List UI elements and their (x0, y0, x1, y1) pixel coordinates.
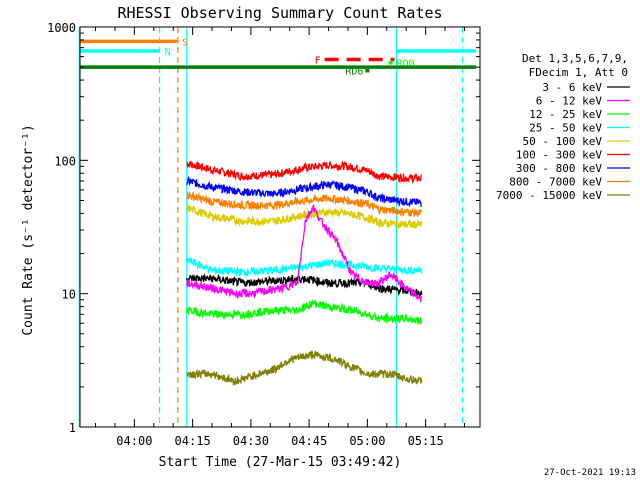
plot-frame (79, 26, 481, 428)
series-line-7 (186, 299, 422, 325)
legend: Det 1,3,5,6,7,9,FDecim 1, Att 0 3 - 6 keV… (496, 52, 630, 202)
data-series (186, 159, 423, 386)
x-axis-label: Start Time (27-Mar-15 03:49:42) (159, 455, 402, 470)
flag-label-6: RD6 (345, 67, 363, 78)
vertical-markers (78, 27, 464, 427)
legend-header-0: Det 1,3,5,6,7,9, (522, 52, 628, 65)
series-line-0 (186, 159, 422, 185)
flag-label-4: RD0 (397, 59, 415, 70)
x-tick-label-5: 05:15 (408, 434, 444, 448)
series-line-8 (186, 350, 423, 386)
x-tick-label-1: 04:15 (175, 434, 211, 448)
legend-entry-label-0: 3 - 6 keV (542, 81, 602, 94)
y-tick-label-2: 100 (54, 154, 76, 168)
x-axis: 04:00 04:15 04:30 04:45 05:00 05:15 (95, 27, 465, 448)
y-tick-label-0: 1 (69, 421, 76, 435)
series-line-1 (186, 175, 422, 208)
x-tick-label-2: 04:30 (233, 434, 269, 448)
flag-label-0: S (182, 37, 188, 48)
series-line-2 (186, 191, 423, 218)
y-tick-label-3: 1000 (47, 21, 76, 35)
legend-entry-label-1: 6 - 12 keV (536, 95, 603, 108)
x-tick-label-3: 04:45 (291, 434, 327, 448)
series-line-6 (186, 204, 423, 302)
timestamp: 27-Oct-2021 19:13 (544, 468, 636, 478)
legend-entry-label-2: 12 - 25 keV (529, 108, 602, 121)
legend-entry-label-6: 300 - 800 keV (516, 162, 602, 175)
series-line-4 (186, 255, 423, 278)
y-axis-label: Count Rate (s⁻¹ detector⁻¹) (21, 124, 36, 335)
chart-title: RHESSI Observing Summary Count Rates (117, 4, 442, 22)
y-tick-label-1: 10 (62, 288, 76, 302)
series-line-5 (186, 273, 423, 297)
legend-entry-label-4: 50 - 100 keV (523, 135, 603, 148)
legend-header-1: FDecim 1, Att 0 (529, 66, 628, 79)
legend-entry-label-5: 100 - 300 keV (516, 149, 602, 162)
legend-entry-label-7: 800 - 7000 keV (509, 176, 602, 189)
flag-bars: SN F RD0 RD6 (80, 37, 477, 78)
y-axis: 1 10 100 1000 (47, 21, 480, 435)
x-tick-label-4: 05:00 (349, 434, 385, 448)
series-line-3 (186, 204, 423, 229)
x-tick-label-0: 04:00 (116, 434, 152, 448)
legend-entry-label-8: 7000 - 15000 keV (496, 189, 602, 202)
flag-label-1: N (165, 47, 171, 58)
flag-label-3: F (315, 56, 321, 67)
legend-entry-label-3: 25 - 50 keV (529, 122, 602, 135)
